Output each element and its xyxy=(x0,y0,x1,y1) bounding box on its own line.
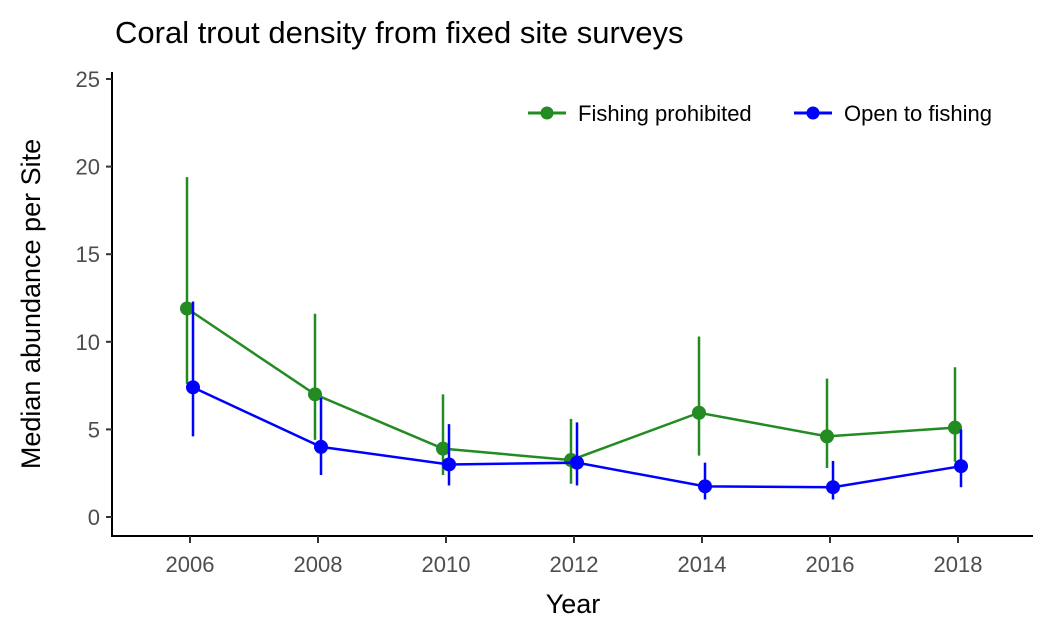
legend: Fishing prohibited Open to fishing xyxy=(528,101,992,126)
y-tick-label: 20 xyxy=(76,155,100,180)
x-axis-title: Year xyxy=(546,589,601,619)
legend-key-marker xyxy=(806,106,820,120)
data-point xyxy=(442,457,456,472)
x-tick-label: 2006 xyxy=(166,552,215,577)
x-tick-label: 2016 xyxy=(806,552,855,577)
x-axis: 2006 2008 2010 2012 2014 2016 2018 xyxy=(111,535,1033,577)
x-tick-label: 2012 xyxy=(550,552,599,577)
legend-item-fishing-prohibited: Fishing prohibited xyxy=(528,101,752,126)
y-tick-label: 25 xyxy=(76,67,100,92)
data-point xyxy=(308,387,322,402)
data-point xyxy=(820,429,834,444)
data-point xyxy=(436,441,450,456)
data-point xyxy=(314,439,328,454)
y-tick-label: 15 xyxy=(76,242,100,267)
plot-area xyxy=(180,177,968,500)
data-point xyxy=(826,480,840,495)
y-axis: 0 5 10 15 20 25 xyxy=(76,67,113,536)
data-point xyxy=(186,380,200,395)
x-tick-label: 2010 xyxy=(422,552,471,577)
x-tick-label: 2014 xyxy=(678,552,727,577)
y-tick-label: 0 xyxy=(88,505,100,530)
data-point xyxy=(570,455,584,470)
legend-item-open-to-fishing: Open to fishing xyxy=(794,101,992,126)
y-tick-label: 5 xyxy=(88,417,100,442)
legend-label: Fishing prohibited xyxy=(578,101,752,126)
legend-label: Open to fishing xyxy=(844,101,992,126)
data-point xyxy=(180,301,194,316)
data-point xyxy=(692,405,706,420)
y-tick-label: 10 xyxy=(76,330,100,355)
series-fishing-prohibited xyxy=(180,177,962,484)
data-point xyxy=(698,479,712,494)
chart-title: Coral trout density from fixed site surv… xyxy=(115,15,684,50)
data-point xyxy=(948,420,962,435)
legend-key-marker xyxy=(540,106,554,120)
series-open-to-fishing xyxy=(186,301,968,500)
x-tick-label: 2008 xyxy=(294,552,343,577)
x-tick-label: 2018 xyxy=(934,552,983,577)
data-point xyxy=(954,459,968,474)
y-axis-title: Median abundance per Site xyxy=(16,139,46,469)
